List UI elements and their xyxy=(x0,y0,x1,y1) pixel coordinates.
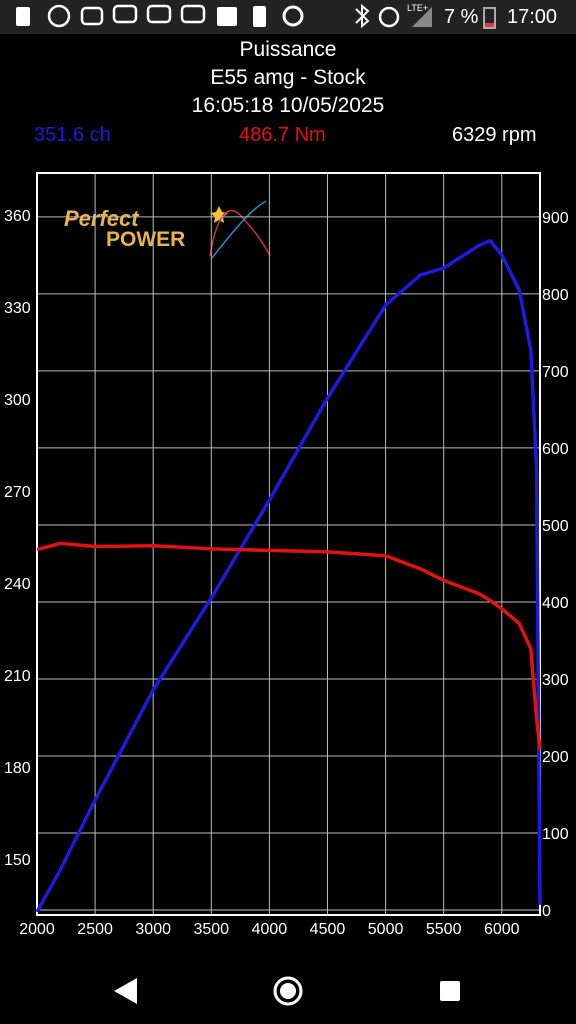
icon xyxy=(217,7,237,26)
plot-frame xyxy=(36,172,541,916)
icon xyxy=(355,3,370,29)
x-tick-label: 6000 xyxy=(484,921,520,938)
y-tick-label: 330 xyxy=(4,300,31,317)
y-tick-label: 210 xyxy=(4,668,31,685)
x-tick-label: 4000 xyxy=(252,921,288,938)
icon xyxy=(253,6,266,27)
y2-tick-label: 800 xyxy=(542,287,569,304)
x-tick-label: 2000 xyxy=(19,921,55,938)
icon xyxy=(146,4,172,24)
y-tick-label: 360 xyxy=(4,208,31,225)
rpm-reading: 6329 rpm xyxy=(452,124,537,146)
logo-text: POWER xyxy=(106,228,185,251)
y-tick-label: 150 xyxy=(4,852,31,869)
icon xyxy=(112,4,138,24)
y2-tick-label: 700 xyxy=(542,364,569,381)
x-tick-label: 2500 xyxy=(77,921,113,938)
recents-button[interactable] xyxy=(440,981,460,1001)
icon xyxy=(412,7,432,27)
x-tick-label: 3500 xyxy=(193,921,229,938)
logo: Perfect POWER xyxy=(64,200,271,259)
subtitle: E55 amg - Stock xyxy=(210,66,366,89)
series-line xyxy=(35,239,542,913)
y2-tick-label: 0 xyxy=(542,903,551,920)
status-icons xyxy=(16,3,496,29)
y-tick-label: 300 xyxy=(4,392,31,409)
icon xyxy=(16,7,30,26)
header: Puissance E55 amg - Stock 16:05:18 10/05… xyxy=(0,36,576,152)
icon xyxy=(378,6,400,28)
y2-tick-label: 400 xyxy=(542,595,569,612)
y2-tick-label: 100 xyxy=(542,826,569,843)
y2-tick-label: 900 xyxy=(542,210,569,227)
logo-curve xyxy=(211,200,267,259)
title: Puissance xyxy=(239,38,337,61)
y-tick-label: 180 xyxy=(4,760,31,777)
battery: 7 % xyxy=(444,6,479,28)
timestamp: 16:05:18 10/05/2025 xyxy=(191,94,385,117)
icon xyxy=(483,7,496,29)
power-reading: 351.6 ch xyxy=(34,124,111,146)
icon xyxy=(282,5,304,27)
series-line xyxy=(36,541,542,750)
x-tick-label: 5000 xyxy=(368,921,404,938)
logo-star xyxy=(210,206,228,223)
back-button[interactable] xyxy=(114,978,137,1004)
y2-tick-label: 600 xyxy=(542,441,569,458)
x-tick-label: 3000 xyxy=(135,921,171,938)
home-button[interactable] xyxy=(273,976,303,1006)
y2-tick-label: 500 xyxy=(542,518,569,535)
icon xyxy=(47,4,71,28)
x-tick-label: 4500 xyxy=(310,921,346,938)
x-tick-label: 5500 xyxy=(426,921,462,938)
status-bar: LTE+ 7 % 17:00 xyxy=(0,0,576,34)
clock: 17:00 xyxy=(507,6,558,28)
icon xyxy=(80,6,104,26)
network: LTE+ xyxy=(407,3,429,13)
logo-text: Perfect xyxy=(64,206,140,231)
icon xyxy=(485,23,494,27)
logo-curve xyxy=(209,209,271,257)
y-tick-label: 240 xyxy=(4,576,31,593)
y2-tick-label: 200 xyxy=(542,749,569,766)
y2-tick-label: 300 xyxy=(542,672,569,689)
torque-reading: 486.7 Nm xyxy=(239,124,326,146)
y-tick-label: 270 xyxy=(4,484,31,501)
icon xyxy=(180,4,206,24)
home-button-dot xyxy=(280,983,296,999)
